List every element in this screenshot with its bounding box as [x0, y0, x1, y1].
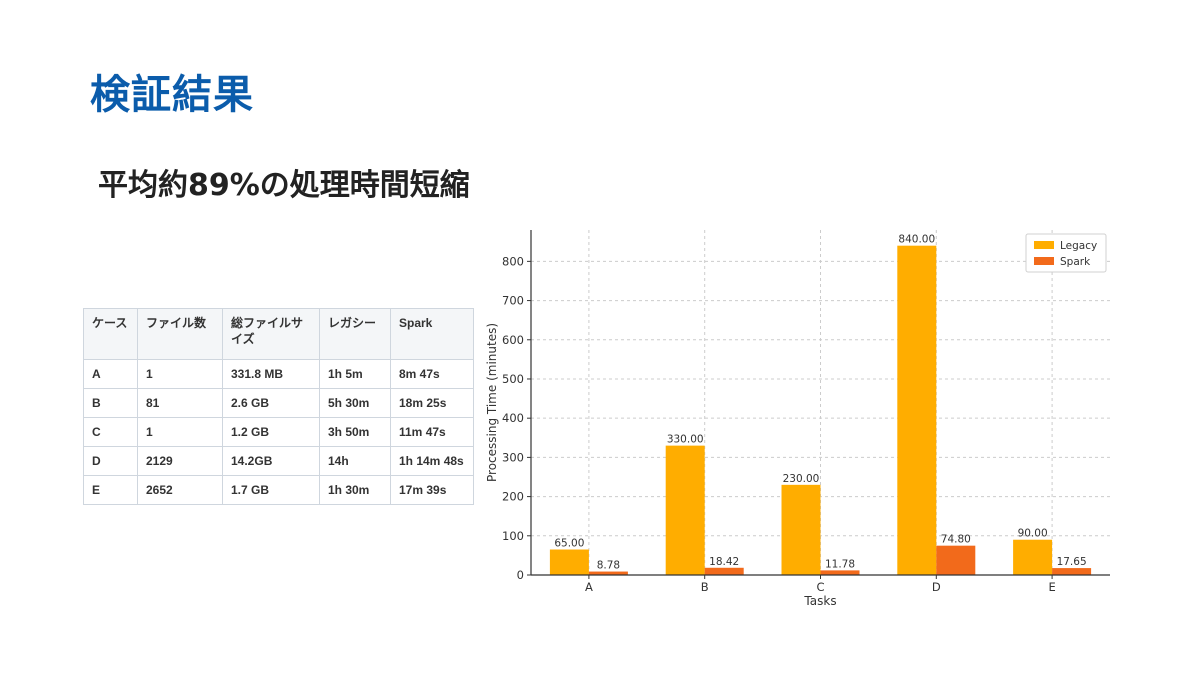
x-tick-label: B — [701, 580, 709, 594]
cell-file-count: 2652 — [137, 475, 223, 505]
cell-total-size: 1.2 GB — [222, 417, 320, 447]
cell-file-count: 1 — [137, 417, 223, 447]
cell-case: B — [83, 388, 138, 418]
data-label: 65.00 — [554, 538, 584, 550]
table-header-row: ケース ファイル数 総ファイルサイズ レガシー Spark — [83, 308, 474, 360]
cell-spark: 18m 25s — [390, 388, 474, 418]
legend-label-legacy: Legacy — [1060, 240, 1097, 252]
y-tick-label: 200 — [502, 490, 524, 504]
cell-total-size: 331.8 MB — [222, 359, 320, 389]
table-row: E 2652 1.7 GB 1h 30m 17m 39s — [83, 475, 474, 505]
data-label: 8.78 — [597, 560, 620, 572]
cell-case: D — [83, 446, 138, 476]
cell-legacy: 1h 5m — [319, 359, 391, 389]
y-axis-label: Processing Time (minutes) — [485, 323, 499, 482]
y-tick-label: 800 — [502, 254, 524, 268]
column-header-case: ケース — [83, 308, 138, 360]
data-label: 74.80 — [941, 534, 971, 546]
bar-legacy — [897, 245, 937, 575]
legend-label-spark: Spark — [1060, 256, 1091, 268]
table-row: D 2129 14.2GB 14h 1h 14m 48s — [83, 446, 474, 476]
cell-total-size: 14.2GB — [222, 446, 320, 476]
column-header-legacy: レガシー — [319, 308, 391, 360]
slide-title: 検証結果 — [90, 72, 254, 118]
results-table: ケース ファイル数 総ファイルサイズ レガシー Spark A 1 331.8 … — [83, 308, 474, 505]
y-tick-label: 300 — [502, 450, 524, 464]
cell-file-count: 2129 — [137, 446, 223, 476]
x-tick-label: E — [1048, 580, 1055, 594]
x-axis-label: Tasks — [803, 594, 836, 608]
x-tick-label: C — [816, 580, 824, 594]
data-label: 90.00 — [1018, 528, 1048, 540]
cell-spark: 11m 47s — [390, 417, 474, 447]
data-label: 330.00 — [667, 434, 704, 446]
cell-case: A — [83, 359, 138, 389]
data-label: 17.65 — [1057, 556, 1087, 568]
bar-legacy — [665, 445, 705, 575]
bar-spark — [588, 571, 628, 575]
x-tick-label: A — [585, 580, 593, 594]
cell-total-size: 2.6 GB — [222, 388, 320, 418]
cell-file-count: 81 — [137, 388, 223, 418]
table-row: B 81 2.6 GB 5h 30m 18m 25s — [83, 388, 474, 418]
y-tick-label: 400 — [502, 411, 524, 425]
cell-legacy: 3h 50m — [319, 417, 391, 447]
cell-case: C — [83, 417, 138, 447]
data-label: 840.00 — [898, 234, 935, 246]
cell-total-size: 1.7 GB — [222, 475, 320, 505]
bar-legacy — [549, 549, 589, 575]
data-label: 18.42 — [709, 556, 739, 568]
y-tick-label: 600 — [502, 333, 524, 347]
y-tick-label: 100 — [502, 529, 524, 543]
bar-legacy — [1013, 539, 1053, 575]
cell-case: E — [83, 475, 138, 505]
x-tick-label: D — [932, 580, 941, 594]
column-header-file-count: ファイル数 — [137, 308, 223, 360]
cell-legacy: 1h 30m — [319, 475, 391, 505]
bar-spark — [936, 545, 976, 575]
processing-time-bar-chart: 65.00 330.00 230.00 840.00 90.00 8.78 18.42 11.… — [485, 230, 1110, 608]
cell-legacy: 14h — [319, 446, 391, 476]
bar-legacy — [781, 484, 821, 575]
slide-subtitle: 平均約89%の処理時間短縮 — [98, 168, 470, 203]
cell-spark: 17m 39s — [390, 475, 474, 505]
column-header-total-size: 総ファイルサイズ — [222, 308, 320, 360]
cell-spark: 1h 14m 48s — [390, 446, 474, 476]
cell-spark: 8m 47s — [390, 359, 474, 389]
y-tick-label: 0 — [517, 568, 524, 582]
column-header-spark: Spark — [390, 308, 474, 360]
data-label: 11.78 — [825, 558, 855, 570]
cell-file-count: 1 — [137, 359, 223, 389]
y-tick-label: 700 — [502, 294, 524, 308]
legend-swatch-spark — [1034, 257, 1054, 265]
legend-swatch-legacy — [1034, 241, 1054, 249]
y-tick-label: 500 — [502, 372, 524, 386]
cell-legacy: 5h 30m — [319, 388, 391, 418]
bar-spark — [704, 567, 744, 575]
bar-spark — [1052, 568, 1092, 575]
table-row: A 1 331.8 MB 1h 5m 8m 47s — [83, 359, 474, 389]
table-row: C 1 1.2 GB 3h 50m 11m 47s — [83, 417, 474, 447]
data-label: 230.00 — [783, 473, 820, 485]
bar-spark — [820, 570, 860, 575]
